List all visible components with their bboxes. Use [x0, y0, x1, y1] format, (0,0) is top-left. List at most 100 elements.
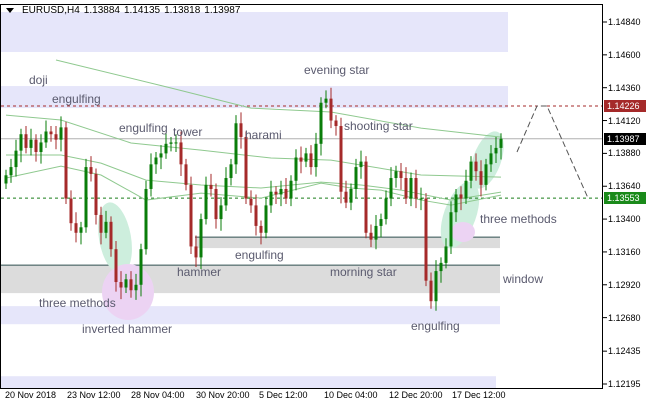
- candle: [339, 117, 343, 204]
- candle: [474, 153, 478, 181]
- chart-header: EURUSD,H4 1.13884 1.14135 1.13818 1.1398…: [6, 5, 240, 16]
- candle: [234, 115, 238, 174]
- candle: [324, 90, 328, 109]
- candle-body: [369, 232, 373, 240]
- candle: [94, 168, 98, 225]
- candle-body: [29, 139, 33, 148]
- candle: [144, 180, 148, 255]
- x-tick-label: 30 Nov 20:00: [196, 390, 250, 400]
- candle-body: [69, 198, 73, 224]
- candle: [344, 180, 348, 209]
- candle-body: [189, 184, 193, 247]
- candle: [459, 186, 463, 211]
- candle-body: [334, 120, 338, 127]
- candle-body: [489, 153, 493, 165]
- candle-body: [149, 164, 153, 189]
- candle-body: [439, 262, 443, 272]
- candle-body: [59, 127, 63, 140]
- candle-body: [179, 142, 183, 165]
- support-price-tag: 1.13553: [604, 192, 646, 204]
- candle-body: [304, 153, 308, 162]
- candle-body: [339, 126, 343, 192]
- candle: [64, 121, 68, 205]
- candle-body: [9, 167, 13, 176]
- candle-body: [289, 180, 293, 199]
- candle: [89, 156, 93, 182]
- candle-body: [349, 188, 353, 203]
- candle-body: [279, 188, 283, 195]
- candle-body: [194, 246, 198, 258]
- annotation-morning-star: morning star: [330, 265, 397, 279]
- candle: [439, 257, 443, 283]
- candle-body: [64, 127, 68, 199]
- candle-body: [274, 191, 278, 195]
- y-tick-label: 1.13640: [608, 181, 641, 192]
- candle: [434, 260, 438, 311]
- candle: [484, 158, 488, 191]
- candle-body: [229, 164, 233, 179]
- candle: [214, 183, 218, 229]
- candle-body: [259, 225, 263, 233]
- candle: [469, 156, 473, 189]
- candle-body: [174, 142, 178, 144]
- candle-body: [79, 227, 83, 233]
- zone-lavender: [1, 12, 508, 52]
- candle: [499, 133, 503, 160]
- high-value: 1.14135: [123, 5, 161, 16]
- candle-body: [169, 142, 173, 144]
- candle: [319, 97, 323, 156]
- candle-body: [134, 284, 138, 291]
- candle: [44, 120, 48, 148]
- candle: [54, 126, 58, 150]
- y-tick-label: 1.12920: [608, 279, 641, 290]
- candle-body: [294, 157, 298, 181]
- candle: [99, 206, 103, 245]
- y-tick-label: 1.13400: [608, 214, 641, 225]
- x-tick-label: 28 Nov 04:00: [131, 390, 185, 400]
- candle: [29, 128, 33, 156]
- candle-body: [399, 171, 403, 179]
- candle: [414, 169, 418, 209]
- candle-body: [374, 225, 378, 240]
- candle: [119, 271, 123, 300]
- annotation-doji: doji: [29, 73, 48, 87]
- candle: [209, 173, 213, 197]
- pattern-highlight: [102, 264, 154, 320]
- annotation-three-methods: three methods: [39, 296, 116, 310]
- candle-body: [164, 143, 168, 154]
- candle: [19, 128, 23, 163]
- candle: [244, 131, 248, 205]
- candle: [174, 134, 178, 153]
- plot-frame: [0, 4, 603, 389]
- candle-body: [124, 279, 128, 288]
- zone-lavender: [1, 86, 508, 109]
- candle-body: [144, 188, 148, 250]
- candle-body: [104, 221, 108, 233]
- candle-body: [184, 164, 188, 185]
- y-tick-label: 1.13880: [608, 148, 641, 159]
- candle-body: [49, 131, 53, 135]
- pattern-highlight: [470, 131, 504, 189]
- dropdown-triangle-icon[interactable]: [6, 8, 14, 13]
- candle-body: [139, 249, 143, 285]
- candle: [349, 183, 353, 211]
- candle-body: [284, 188, 288, 199]
- candle-body: [89, 167, 93, 174]
- candle: [59, 116, 63, 152]
- candle: [204, 176, 208, 225]
- y-tick-label: 1.14360: [608, 82, 641, 93]
- candle: [359, 150, 363, 179]
- candle: [4, 169, 8, 189]
- candle-body: [84, 167, 88, 228]
- candle: [454, 188, 458, 222]
- moving-average-line: [6, 154, 502, 201]
- candle-body: [394, 171, 398, 179]
- candle: [384, 190, 388, 225]
- candle: [299, 146, 303, 174]
- candle-body: [109, 221, 113, 250]
- candle-body: [384, 198, 388, 220]
- candle-body: [219, 205, 223, 220]
- annotation-inverted-hammer: inverted hammer: [82, 322, 173, 336]
- candle: [34, 134, 38, 162]
